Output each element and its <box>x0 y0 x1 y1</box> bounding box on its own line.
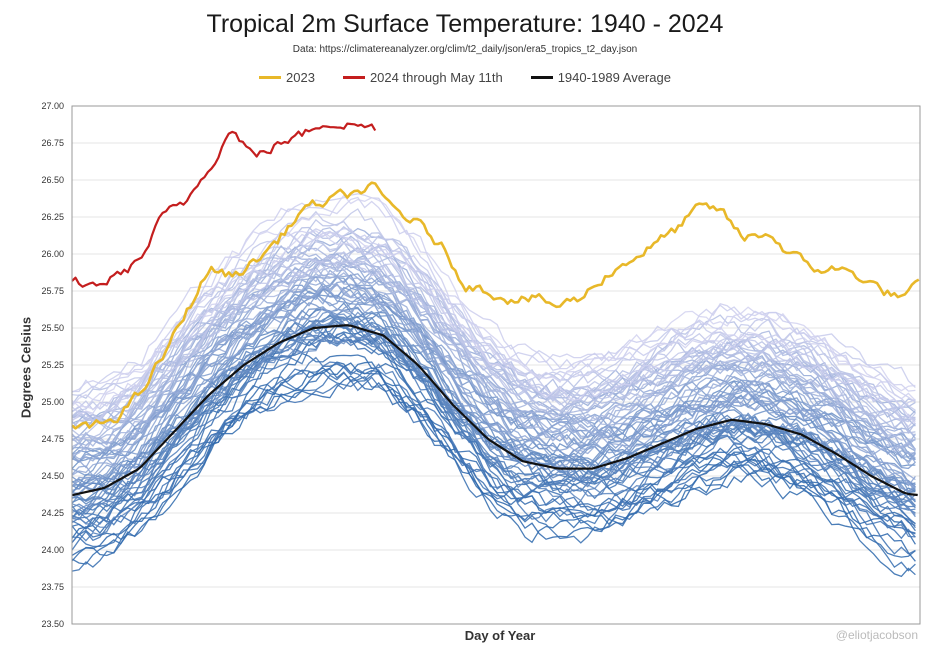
series-line-2024 <box>71 122 377 288</box>
y-tick-label: 25.50 <box>41 323 64 333</box>
legend-item-2024: 2024 through May 11th <box>342 70 503 85</box>
series-lines <box>71 122 920 497</box>
y-tick-label: 26.50 <box>41 175 64 185</box>
y-tick-label: 24.75 <box>41 434 64 444</box>
year-line <box>71 376 916 543</box>
year-line <box>71 193 916 409</box>
legend-swatch-2023 <box>259 76 282 79</box>
year-line <box>71 230 916 425</box>
year-line <box>71 315 916 504</box>
y-tick-label: 27.00 <box>41 101 64 111</box>
x-axis-label: Day of Year <box>464 628 536 643</box>
legend-swatch-2024 <box>342 76 365 79</box>
y-tick-label: 23.50 <box>41 619 64 629</box>
background-year-lines <box>71 193 916 578</box>
legend-label-2023: 2023 <box>286 70 315 85</box>
y-tick-label: 24.25 <box>41 508 64 518</box>
year-line <box>71 301 916 459</box>
year-line <box>71 231 916 421</box>
y-tick-labels: 27.00 26.75 26.50 26.25 26.00 25.75 25.50 25.25… <box>41 101 64 629</box>
year-line <box>71 258 916 457</box>
legend-item-2023: 2023 <box>259 70 315 85</box>
year-line <box>71 313 916 529</box>
year-line <box>71 196 916 393</box>
year-line <box>71 330 916 503</box>
year-line <box>71 356 916 544</box>
watermark: @eliotjacobson <box>835 628 918 642</box>
y-tick-label: 26.75 <box>41 138 64 148</box>
series-line-average <box>71 324 918 497</box>
legend-label-average: 1940-1989 Average <box>557 70 671 85</box>
chart-title: Tropical 2m Surface Temperature: 1940 - … <box>206 10 724 38</box>
year-line <box>71 243 916 442</box>
legend-label-2024: 2024 through May 11th <box>369 70 503 85</box>
legend: 2023 2024 through May 11th 1940-1989 Ave… <box>0 70 930 85</box>
y-tick-label: 25.75 <box>41 286 64 296</box>
year-line <box>71 367 916 555</box>
plot-frame <box>71 105 921 625</box>
year-line <box>71 272 916 452</box>
y-tick-label: 26.25 <box>41 212 64 222</box>
year-line <box>71 229 916 411</box>
y-tick-label: 24.00 <box>41 545 64 555</box>
year-line <box>71 257 916 441</box>
y-tick-label: 25.00 <box>41 397 64 407</box>
year-line <box>71 273 916 488</box>
y-tick-label: 24.50 <box>41 471 64 481</box>
year-line <box>71 367 916 538</box>
year-line <box>71 194 916 410</box>
legend-swatch-average <box>530 76 553 79</box>
series-line-2023 <box>71 181 920 430</box>
year-line <box>71 258 916 422</box>
y-tick-label: 26.00 <box>41 249 64 259</box>
year-line <box>71 361 916 578</box>
y-axis-label: Degrees Celsius <box>18 316 34 419</box>
y-tick-label: 25.25 <box>41 360 64 370</box>
chart-subtitle: Data: https://climatereanalyzer.org/clim… <box>292 44 638 55</box>
year-line <box>71 231 916 407</box>
y-tick-label: 23.75 <box>41 582 64 592</box>
legend-item-average: 1940-1989 Average <box>530 70 671 85</box>
year-line <box>71 285 916 489</box>
year-line <box>71 256 916 452</box>
